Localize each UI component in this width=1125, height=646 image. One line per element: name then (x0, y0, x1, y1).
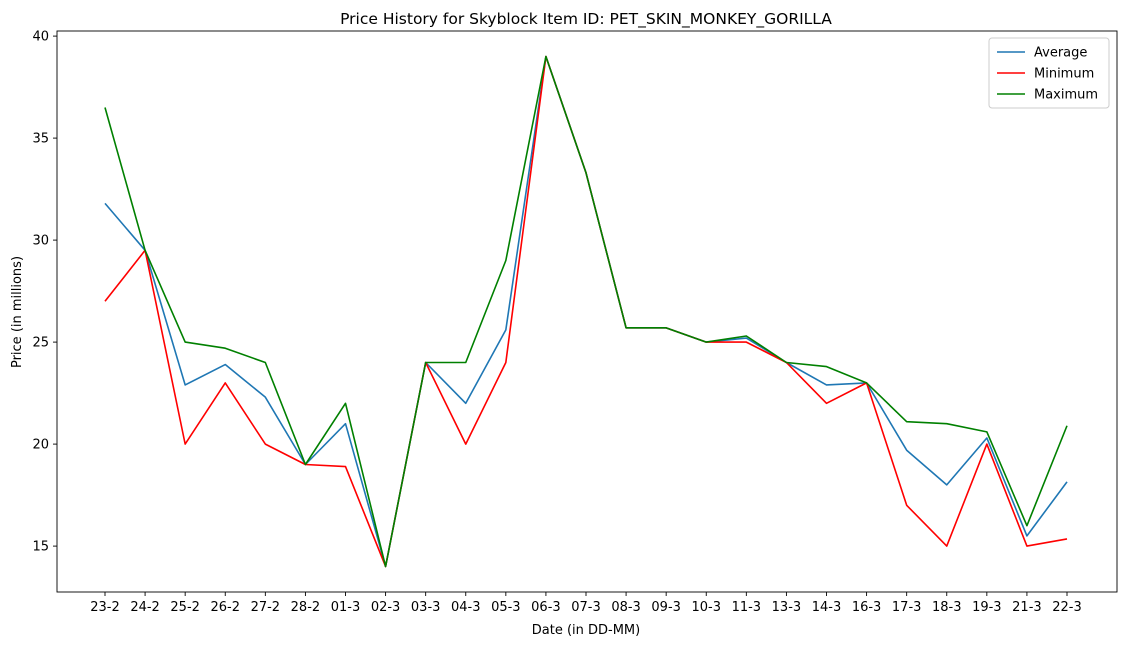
plot-area: 23-2 24-2 25-2 26-2 27-2 28-2 01-3 02-3 03-3 04-3… (32, 30, 1118, 615)
series-line-maximum (104, 55, 1068, 568)
legend: Average Minimum Maximum (988, 37, 1110, 109)
legend-label-minimum: Minimum (1034, 67, 1094, 82)
x-tick-label: 14-3 (812, 600, 842, 615)
x-tick-label: 26-2 (210, 600, 240, 615)
x-tick-label: 05-3 (491, 600, 521, 615)
y-tick-label: 20 (32, 438, 49, 453)
x-tick-label: 25-2 (170, 600, 200, 615)
x-tick-label: 24-2 (130, 600, 160, 615)
x-tick-label: 10-3 (691, 600, 721, 615)
x-tick-label: 28-2 (291, 600, 321, 615)
x-tick-label: 23-2 (90, 600, 120, 615)
chart-title: Price History for Skyblock Item ID: PET_… (340, 10, 832, 29)
y-tick-label: 25 (32, 336, 49, 351)
x-tick-label: 22-3 (1052, 600, 1082, 615)
y-tick-label: 30 (32, 234, 49, 249)
x-tick-label: 08-3 (611, 600, 641, 615)
x-tick-label: 18-3 (932, 600, 962, 615)
x-tick-label: 03-3 (411, 600, 441, 615)
y-axis-label: Price (in millions) (10, 256, 25, 368)
x-tick-label: 21-3 (1012, 600, 1042, 615)
x-tick-label: 27-2 (251, 600, 281, 615)
x-tick-label: 11-3 (732, 600, 762, 615)
x-tick-label: 16-3 (852, 600, 882, 615)
x-tick-label: 01-3 (331, 600, 361, 615)
x-tick-label: 17-3 (892, 600, 922, 615)
y-tick-label: 35 (32, 132, 49, 147)
legend-label-maximum: Maximum (1034, 88, 1098, 103)
y-tick-label: 15 (32, 540, 49, 555)
legend-label-average: Average (1034, 46, 1087, 61)
x-tick-label: 19-3 (972, 600, 1002, 615)
x-tick-label: 06-3 (531, 600, 561, 615)
y-tick-label: 40 (32, 30, 49, 45)
x-tick-label: 02-3 (371, 600, 401, 615)
x-axis-label: Date (in DD-MM) (532, 623, 640, 638)
x-tick-label: 13-3 (772, 600, 802, 615)
x-tick-label: 09-3 (651, 600, 681, 615)
x-tick-label: 07-3 (571, 600, 601, 615)
legend-box (988, 37, 1110, 109)
axes-frame (56, 30, 1118, 593)
x-tick-label: 04-3 (451, 600, 481, 615)
